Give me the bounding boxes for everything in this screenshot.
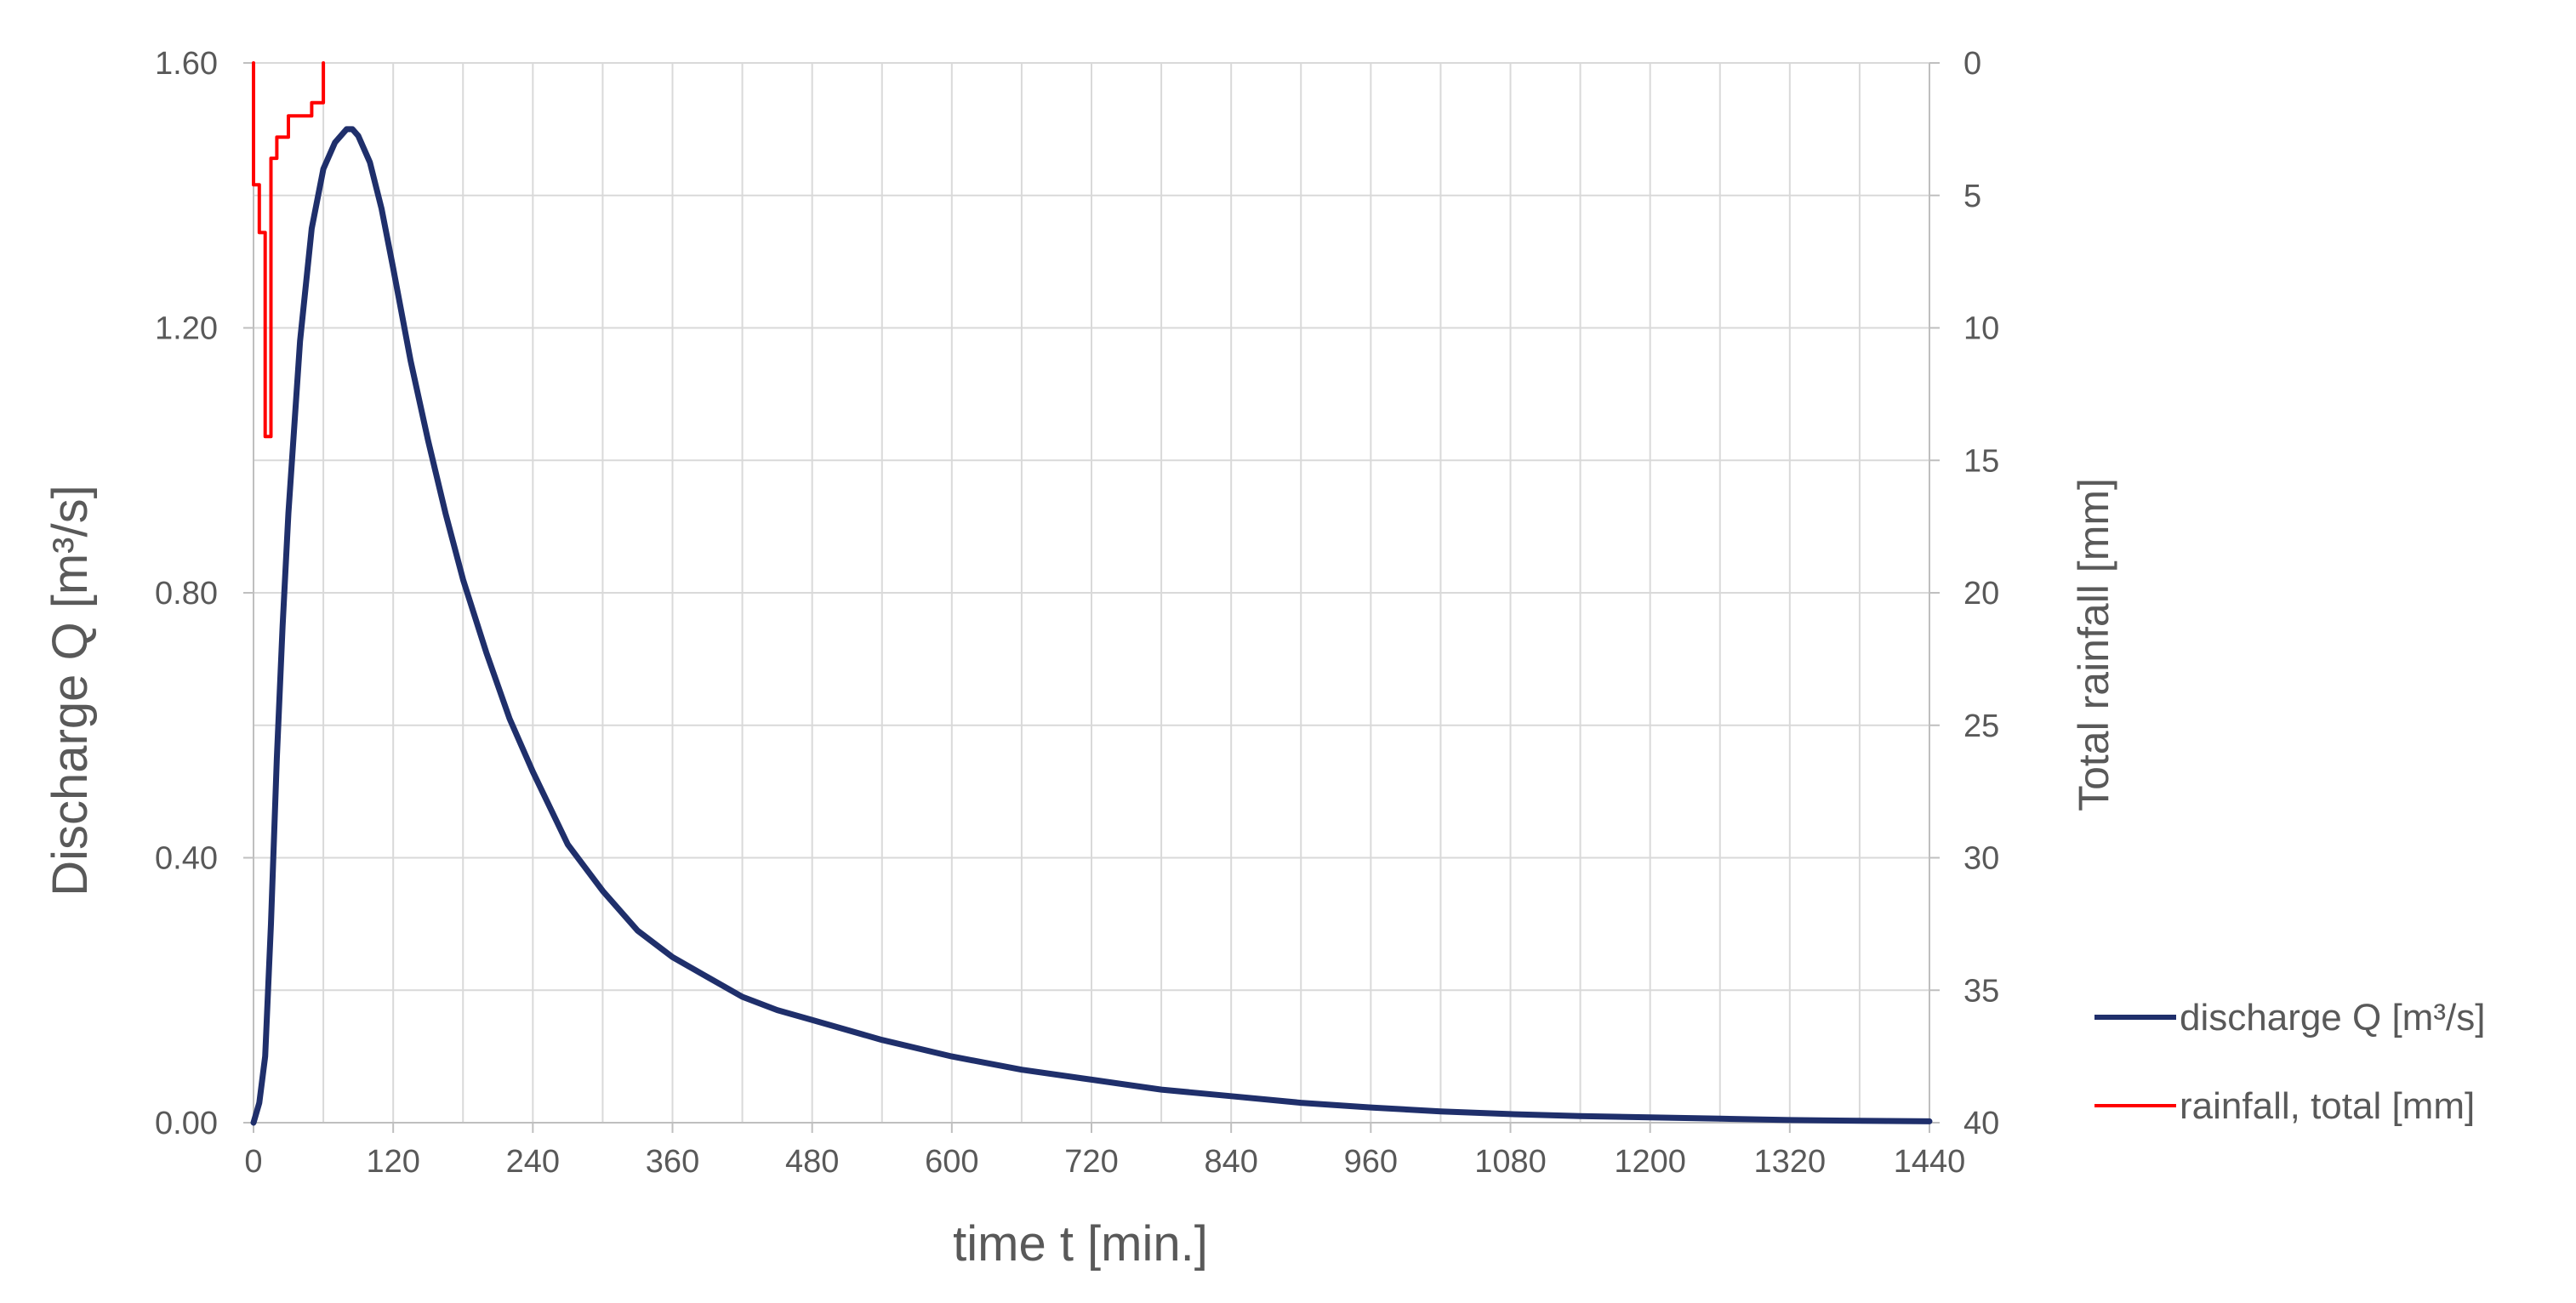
x-tick-label: 1440: [1894, 1144, 1966, 1180]
rainfall-series-line: [252, 61, 326, 439]
x-tick-label: 0: [244, 1144, 262, 1180]
x-tick-label: 1200: [1614, 1144, 1686, 1180]
x-tick-label: 120: [366, 1144, 419, 1180]
y2-tick-label: 10: [1963, 311, 1999, 347]
x-tick-label: 1320: [1754, 1144, 1827, 1180]
y2-tick-label: 5: [1963, 179, 1981, 214]
y2-tick-label: 35: [1963, 973, 1999, 1009]
y-axis-title: Discharge Q [m³/s]: [43, 485, 98, 896]
y2-tick-label: 0: [1963, 46, 1981, 82]
x-tick-label: 960: [1344, 1144, 1398, 1180]
x-tick-label: 600: [925, 1144, 978, 1180]
y-tick-label: 0.40: [155, 841, 218, 877]
series-layer: [250, 61, 1933, 1126]
tick-labels: 0 120 240 360 480 600 720 840 960 1080 1200 1320 144…: [155, 46, 1999, 1180]
legend: discharge Q [m³/s] rainfall, total [mm]: [2094, 997, 2485, 1127]
x-tick-label: 240: [506, 1144, 560, 1180]
x-tick-label: 720: [1064, 1144, 1118, 1180]
y-tick-label: 1.20: [155, 311, 218, 347]
x-tick-label: 840: [1204, 1144, 1257, 1180]
y2-tick-label: 25: [1963, 708, 1999, 744]
x-tick-label: 1080: [1474, 1144, 1547, 1180]
y-tick-label: 0.00: [155, 1106, 218, 1141]
grid-lines: [254, 62, 1930, 1123]
y2-tick-label: 30: [1963, 841, 1999, 877]
y2-tick-label: 15: [1963, 443, 1999, 479]
y2-axis-title: Total rainfall [mm]: [2070, 478, 2117, 811]
y2-tick-label: 40: [1963, 1106, 1999, 1141]
x-axis-title: time t [min.]: [953, 1216, 1208, 1272]
y-tick-label: 1.60: [155, 46, 218, 82]
x-tick-label: 360: [646, 1144, 699, 1180]
legend-label-discharge: discharge Q [m³/s]: [2180, 997, 2485, 1038]
discharge-series-line: [250, 126, 1933, 1126]
axes: [243, 62, 1940, 1133]
legend-label-rainfall: rainfall, total [mm]: [2180, 1085, 2475, 1127]
x-tick-label: 480: [785, 1144, 839, 1180]
y-tick-label: 0.80: [155, 576, 218, 612]
y2-tick-label: 20: [1963, 576, 1999, 612]
